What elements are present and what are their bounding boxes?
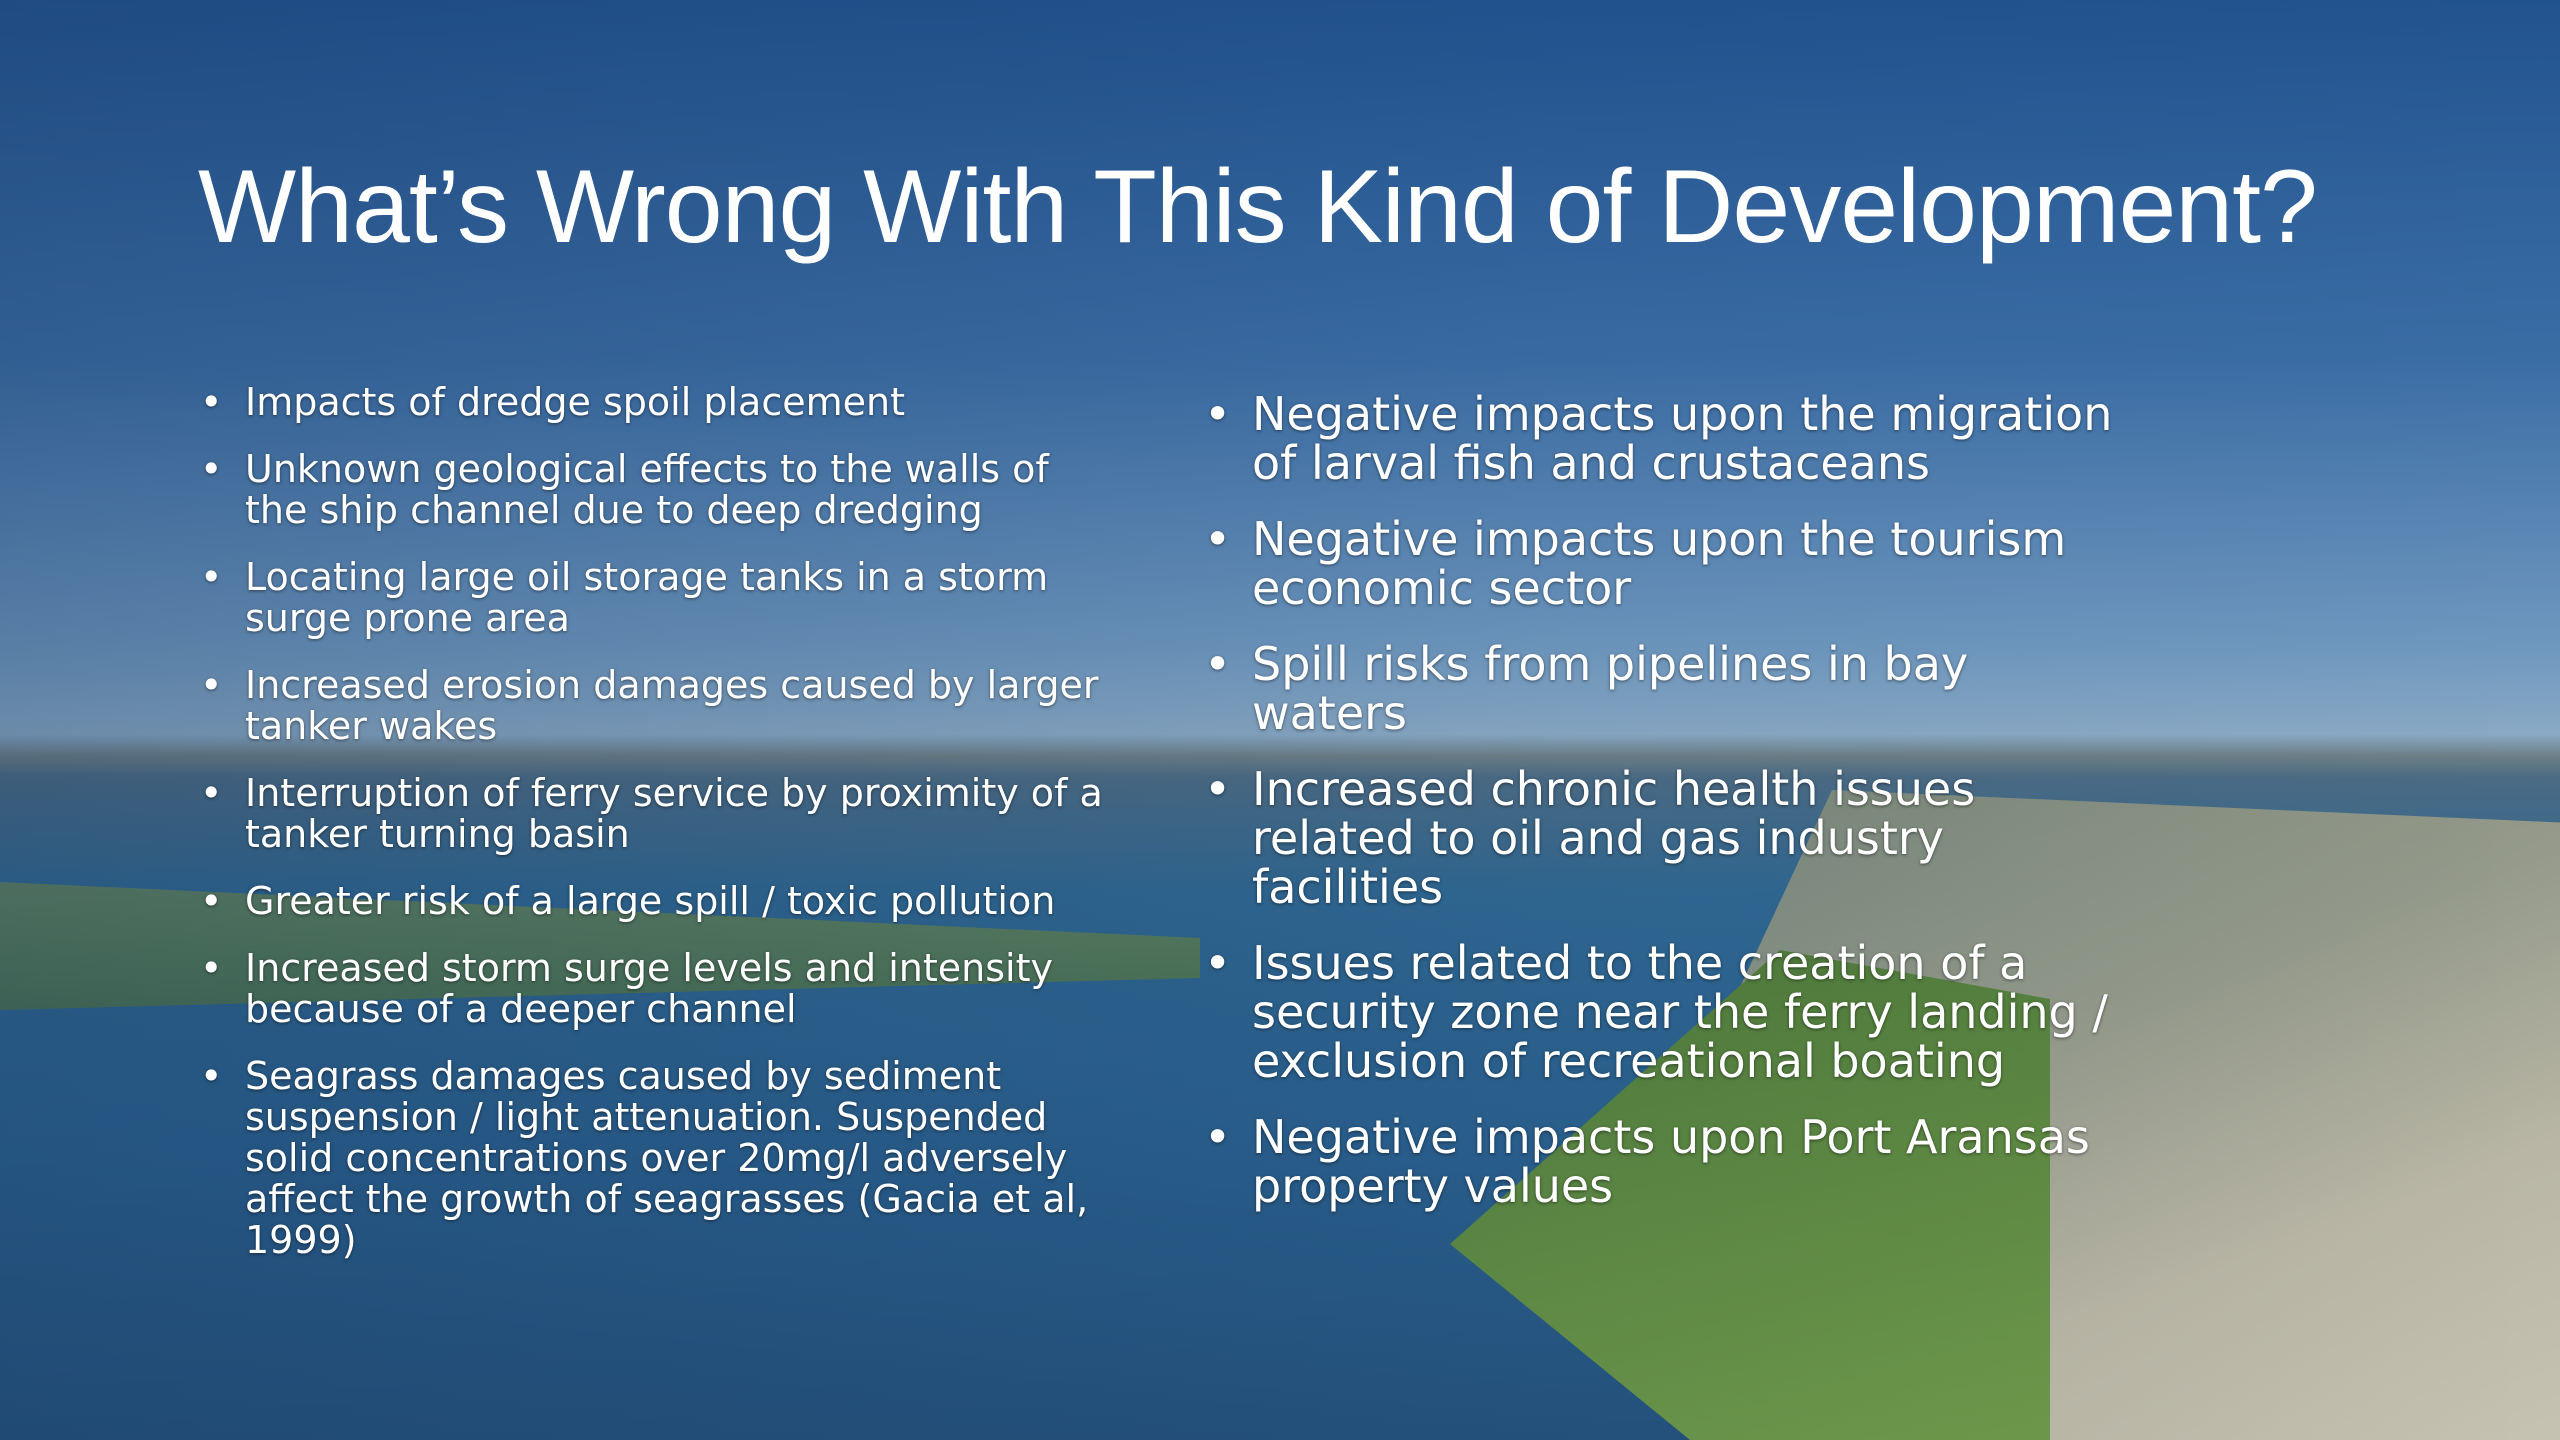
bullet-item: Seagrass damages caused by sediment susp… — [200, 1056, 1120, 1261]
bullet-item: Increased chronic health issues related … — [1204, 765, 2124, 912]
bullet-item: Greater risk of a large spill / toxic po… — [200, 881, 1120, 922]
right-bullet-list: Negative impacts upon the migration of l… — [1204, 390, 2124, 1238]
bullet-item: Interruption of ferry service by proximi… — [200, 773, 1120, 855]
bullet-item: Negative impacts upon the tourism econom… — [1204, 515, 2124, 613]
bullet-item: Increased storm surge levels and intensi… — [200, 948, 1120, 1030]
bullet-item: Unknown geological effects to the walls … — [200, 449, 1120, 531]
bullet-item: Issues related to the creation of a secu… — [1204, 939, 2124, 1086]
slide: What’s Wrong With This Kind of Developme… — [0, 0, 2560, 1440]
bullet-item: Increased erosion damages caused by larg… — [200, 665, 1120, 747]
bullet-item: Locating large oil storage tanks in a st… — [200, 557, 1120, 639]
bullet-item: Negative impacts upon Port Aransas prope… — [1204, 1113, 2124, 1211]
bullet-item: Negative impacts upon the migration of l… — [1204, 390, 2124, 488]
left-bullet-list: Impacts of dredge spoil placement Unknown… — [200, 382, 1120, 1287]
slide-title: What’s Wrong With This Kind of Developme… — [198, 148, 2317, 267]
bullet-item: Spill risks from pipelines in bay waters — [1204, 640, 2124, 738]
bullet-item: Impacts of dredge spoil placement — [200, 382, 1120, 423]
